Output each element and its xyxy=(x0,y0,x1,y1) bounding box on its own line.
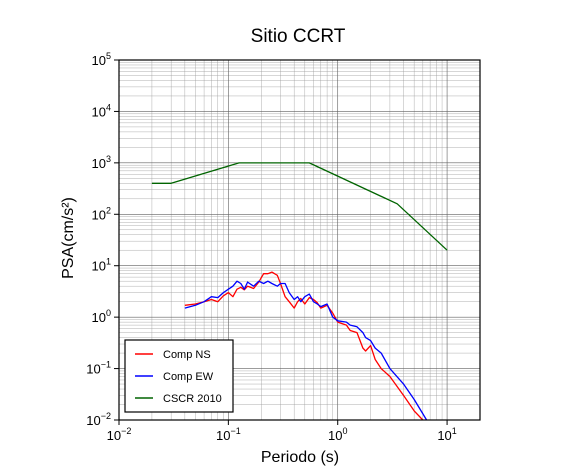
x-axis-label: Periodo (s) xyxy=(261,449,339,466)
series-line-0 xyxy=(184,271,424,421)
series-line-2 xyxy=(151,162,448,251)
series-line-1 xyxy=(184,280,428,421)
minor-grid xyxy=(119,60,481,420)
y-axis-label: PSA(cm/s²) xyxy=(60,197,77,279)
chart-title: Sitio CCRT xyxy=(251,26,346,47)
legend: Comp NS Comp EW CSCR 2010 xyxy=(124,339,234,413)
series-layer xyxy=(151,162,448,421)
legend-label-1: Comp EW xyxy=(163,371,214,383)
legend-label-2: CSCR 2010 xyxy=(163,393,222,405)
plot-frame xyxy=(118,59,481,421)
legend-label-0: Comp NS xyxy=(163,349,211,361)
